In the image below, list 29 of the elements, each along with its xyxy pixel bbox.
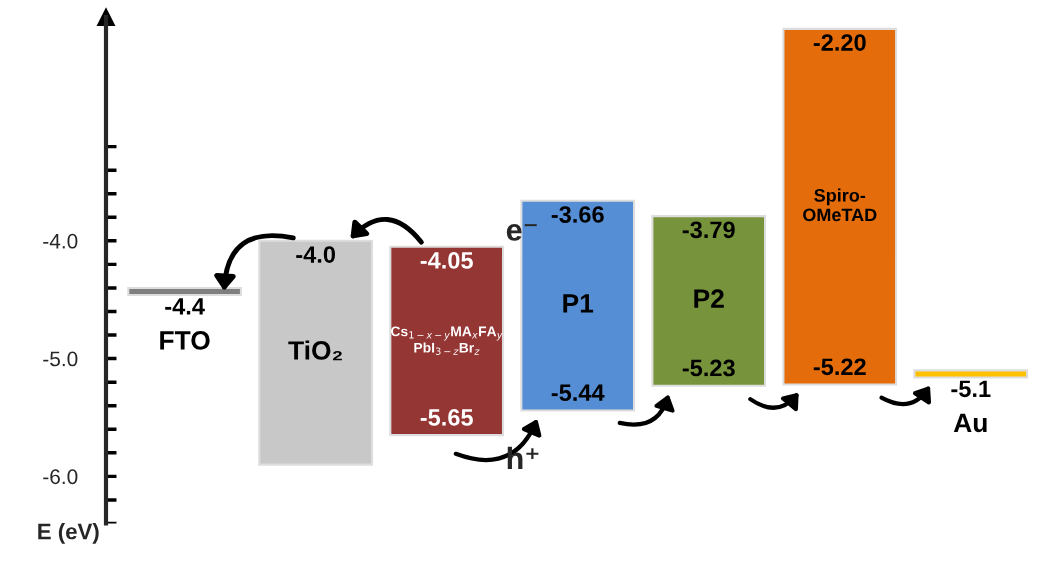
annotation: -5.44 (551, 384, 605, 402)
annotation: -5.65 (420, 409, 473, 426)
annotation: -3.66 (551, 206, 604, 223)
annotation: -4.4 (165, 298, 205, 315)
annotation: -5.1 (951, 380, 991, 398)
annotation: -2.20 (813, 34, 866, 51)
annotation: -4.0 (296, 246, 336, 263)
annotation: h⁺ (507, 446, 539, 469)
annotation: -5.23 (682, 359, 735, 377)
annotation: -5.22 (813, 358, 866, 376)
bar (258, 239, 374, 466)
bar (782, 27, 898, 386)
y-tick-label: -6.0 (43, 469, 78, 485)
annotation: -3.79 (682, 221, 735, 239)
y-tick-label: -5.0 (43, 351, 78, 367)
bar (389, 245, 505, 437)
bar (127, 286, 242, 297)
x-tick-label: P1 (563, 294, 594, 313)
annotation: e⁻ (506, 224, 537, 241)
annotation: -4.05 (420, 252, 473, 269)
y-tick-label: -4.0 (43, 233, 78, 249)
x-tick-label: FTO (160, 331, 210, 350)
x-tick-label: P2 (694, 289, 724, 308)
bar (651, 215, 767, 387)
x-tick-label: Spiro- OMeTAD (803, 188, 877, 222)
bar (913, 369, 1029, 379)
x-tick-label: TiO₂ (288, 340, 342, 361)
x-tick-label: Au (953, 413, 987, 433)
y-axis-title: E (eV) (38, 523, 99, 544)
